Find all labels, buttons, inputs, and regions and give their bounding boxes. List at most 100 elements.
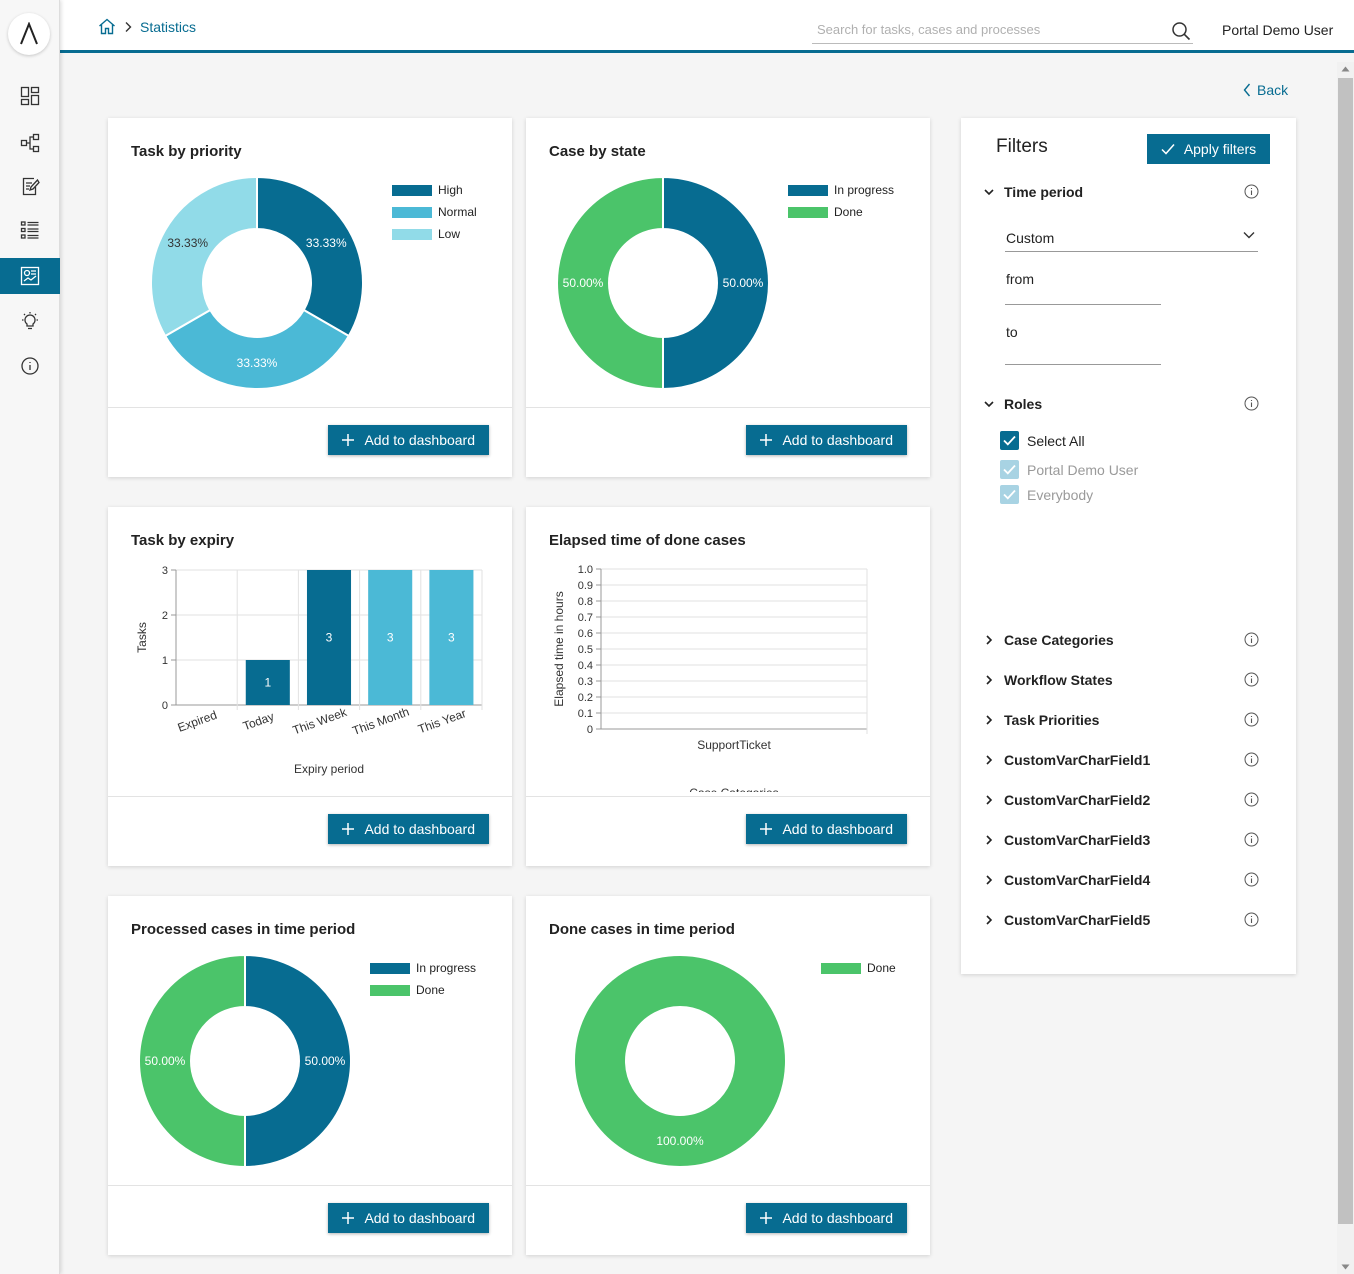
filter-section-toggle[interactable]: Workflow States	[984, 672, 1113, 688]
lightbulb-icon	[22, 312, 38, 330]
y-tick-label: 0.8	[578, 596, 593, 608]
info-icon[interactable]	[1244, 672, 1259, 687]
x-tick-label: SupportTicket	[697, 738, 771, 752]
scrollbar-thumb[interactable]	[1338, 78, 1353, 1224]
info-icon[interactable]	[1244, 792, 1259, 807]
pie-slice[interactable]	[163, 308, 351, 390]
info-icon[interactable]	[1244, 396, 1259, 411]
scroll-up-arrow[interactable]	[1337, 62, 1354, 76]
bar[interactable]	[368, 570, 413, 705]
add-to-dashboard-button[interactable]: Add to dashboard	[328, 814, 489, 844]
app-logo[interactable]	[8, 13, 50, 55]
chart-legend: High Normal Low	[392, 179, 477, 245]
y-tick-label: 3	[162, 565, 168, 577]
bar[interactable]	[245, 660, 290, 705]
info-icon[interactable]	[1244, 632, 1259, 647]
info-icon[interactable]	[1244, 184, 1259, 199]
add-to-dashboard-button[interactable]: Add to dashboard	[746, 425, 907, 455]
user-name[interactable]: Portal Demo User	[1222, 22, 1334, 38]
bar-value-label: 3	[448, 631, 455, 645]
roles-toggle[interactable]: Roles	[984, 396, 1042, 412]
add-to-dashboard-button[interactable]: Add to dashboard	[328, 425, 489, 455]
sidebar-item-dashboard[interactable]	[0, 78, 60, 114]
filter-section-toggle[interactable]: Task Priorities	[984, 712, 1099, 728]
breadcrumb: Statistics	[98, 18, 196, 35]
pie-slice[interactable]	[573, 954, 787, 1168]
apply-filters-button[interactable]: Apply filters	[1147, 134, 1270, 164]
search-input[interactable]	[812, 17, 1152, 42]
filter-section-toggle[interactable]: CustomVarCharField4	[984, 872, 1150, 888]
checkbox-checked-disabled[interactable]	[1000, 460, 1019, 479]
sidebar-item-tasks[interactable]	[0, 168, 60, 204]
filter-section-label: Case Categories	[1004, 632, 1114, 648]
breadcrumb-current[interactable]: Statistics	[140, 18, 197, 35]
legend-label: Done	[416, 983, 445, 997]
info-icon[interactable]	[1244, 832, 1259, 847]
info-icon[interactable]	[1244, 872, 1259, 887]
plus-icon	[760, 1212, 773, 1224]
legend-item[interactable]: In progress	[788, 179, 894, 201]
y-tick-label: 0.1	[578, 708, 593, 720]
legend-item[interactable]: Done	[821, 957, 896, 979]
add-to-dashboard-button[interactable]: Add to dashboard	[746, 814, 907, 844]
checkbox-portal-demo-user[interactable]: Portal Demo User	[1000, 460, 1138, 479]
legend-item[interactable]: Low	[392, 223, 477, 245]
legend-label: High	[438, 183, 463, 197]
pie-slice[interactable]	[138, 953, 246, 1169]
sidebar-item-ideas[interactable]	[0, 303, 60, 339]
filter-section-label: CustomVarCharField3	[1004, 832, 1151, 848]
legend-item[interactable]: Normal	[392, 201, 477, 223]
bar[interactable]	[429, 570, 474, 705]
filter-section-toggle[interactable]: CustomVarCharField3	[984, 832, 1150, 848]
info-icon[interactable]	[1244, 752, 1259, 767]
to-date-field[interactable]: to	[1005, 324, 1161, 365]
statistics-icon	[20, 266, 40, 286]
checkbox-checked-disabled[interactable]	[1000, 485, 1019, 504]
legend-item[interactable]: High	[392, 179, 477, 201]
filter-section-toggle[interactable]: Case Categories	[984, 632, 1114, 648]
legend-item[interactable]: In progress	[370, 957, 476, 979]
chevron-right-icon	[986, 915, 993, 925]
checkbox-everybody[interactable]: Everybody	[1000, 485, 1093, 504]
chevron-right-icon	[986, 755, 993, 765]
pie-slice[interactable]	[556, 175, 664, 391]
filter-section-label: CustomVarCharField5	[1004, 912, 1151, 928]
search-icon[interactable]	[1171, 21, 1191, 41]
chevron-right-icon	[986, 675, 993, 685]
legend-item[interactable]: Done	[788, 201, 894, 223]
add-to-dashboard-button[interactable]: Add to dashboard	[746, 1203, 907, 1233]
pie-slice[interactable]	[244, 953, 352, 1169]
legend-item[interactable]: Done	[370, 979, 476, 1001]
filter-section-label: CustomVarCharField1	[1004, 752, 1151, 768]
bar[interactable]	[306, 570, 352, 705]
y-tick-label: 0	[587, 724, 593, 736]
checkbox-select-all[interactable]: Select All	[1000, 431, 1085, 450]
back-label: Back	[1257, 82, 1289, 98]
info-icon[interactable]	[1244, 912, 1259, 927]
pie-slice[interactable]	[150, 175, 258, 338]
home-icon[interactable]	[98, 18, 116, 35]
chevron-down-icon	[984, 189, 994, 196]
back-link[interactable]: Back	[1243, 82, 1288, 98]
filter-section-toggle[interactable]: CustomVarCharField2	[984, 792, 1150, 808]
chart-legend: Done	[821, 957, 896, 979]
sidebar-item-statistics[interactable]	[0, 258, 60, 294]
scroll-down-arrow[interactable]	[1337, 1260, 1354, 1274]
info-icon[interactable]	[1244, 712, 1259, 727]
sidebar-item-cases[interactable]	[0, 212, 60, 248]
chart-card-processed-cases: Processed cases in time period 50.00% 50.…	[108, 896, 512, 1255]
data-label: 50.00%	[563, 276, 604, 290]
sidebar-item-processes[interactable]	[0, 125, 60, 161]
sidebar-item-about[interactable]	[0, 348, 60, 384]
pie-slice[interactable]	[662, 175, 770, 391]
from-date-field[interactable]: from	[1005, 271, 1161, 305]
filter-section-toggle[interactable]: CustomVarCharField5	[984, 912, 1150, 928]
filter-section-toggle[interactable]: CustomVarCharField1	[984, 752, 1150, 768]
checkbox-checked[interactable]	[1000, 431, 1019, 450]
time-period-select[interactable]: Custom	[1005, 222, 1258, 252]
add-to-dashboard-button[interactable]: Add to dashboard	[328, 1203, 489, 1233]
time-period-toggle[interactable]: Time period	[984, 184, 1083, 200]
y-tick-label: 0.2	[578, 692, 593, 704]
pie-slice[interactable]	[256, 175, 364, 338]
